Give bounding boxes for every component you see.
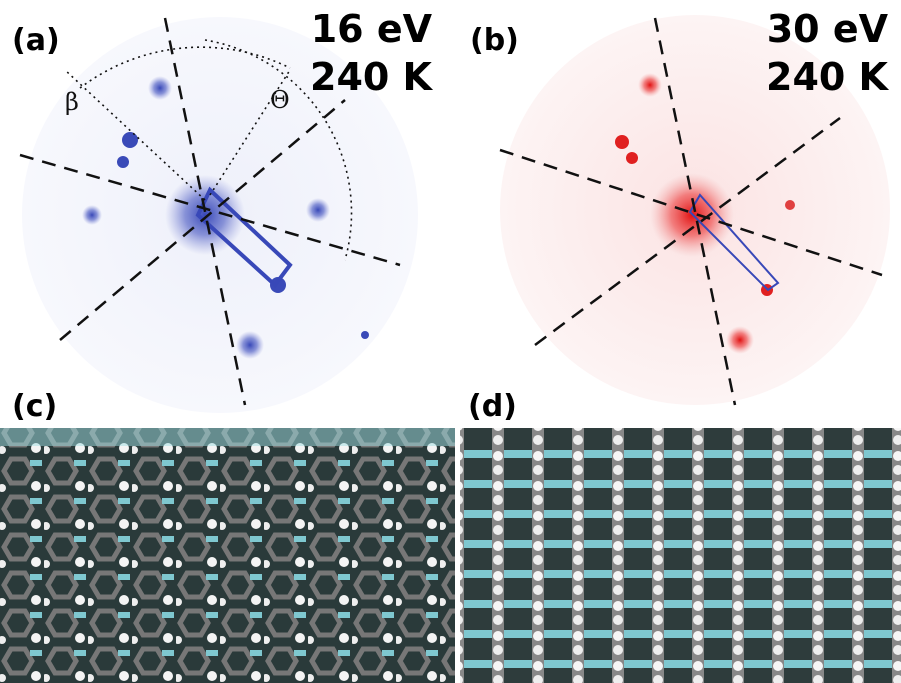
temperature: 240 K bbox=[766, 55, 890, 99]
angle-label: Θ bbox=[270, 86, 290, 114]
figure: β Θ (a) 16 eV 240 K (b) 30 eV 240 K (c) … bbox=[0, 0, 901, 683]
angle-label: β bbox=[65, 88, 79, 116]
panel-label: (a) bbox=[12, 23, 60, 58]
spot bbox=[785, 200, 795, 210]
spot bbox=[638, 73, 662, 97]
spot bbox=[148, 76, 172, 100]
temperature: 240 K bbox=[310, 55, 434, 99]
spot bbox=[82, 205, 102, 225]
panel-label: (b) bbox=[470, 23, 519, 58]
spot bbox=[306, 198, 330, 222]
spot bbox=[117, 156, 129, 168]
spot bbox=[626, 152, 638, 164]
energy: 16 eV bbox=[311, 7, 433, 51]
panel-label: (c) bbox=[12, 389, 57, 424]
substrate bbox=[0, 428, 455, 446]
molecular-render bbox=[0, 428, 455, 683]
spot bbox=[236, 331, 264, 359]
spot bbox=[122, 132, 138, 148]
spot bbox=[361, 331, 369, 339]
panel-label: (d) bbox=[468, 389, 517, 424]
molecular-render bbox=[460, 428, 901, 683]
spot bbox=[615, 135, 629, 149]
energy: 30 eV bbox=[767, 7, 889, 51]
spot bbox=[726, 326, 754, 354]
